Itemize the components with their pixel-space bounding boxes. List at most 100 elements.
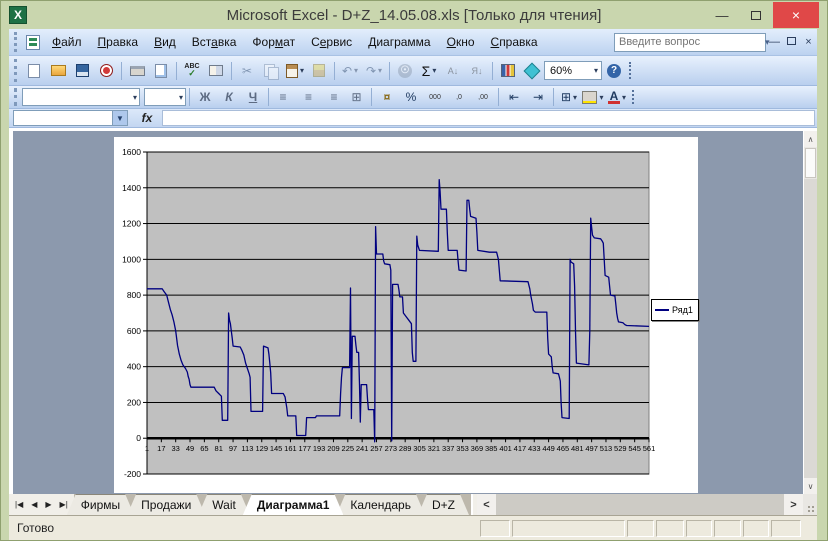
cut-button[interactable]: ✂ xyxy=(241,63,253,78)
borders-button[interactable]: ⊞ ▾ xyxy=(560,90,578,104)
workbook-close-button[interactable]: × xyxy=(805,36,812,48)
menu-item-5[interactable]: Формат xyxy=(252,35,296,49)
scroll-left-icon[interactable]: < xyxy=(476,494,496,515)
help-button[interactable]: ? xyxy=(603,60,625,81)
sheet-tab-Календарь[interactable]: Календарь xyxy=(336,494,425,515)
question-input[interactable] xyxy=(615,36,765,48)
menu-item-6[interactable]: Сервис xyxy=(311,35,353,49)
resize-grip[interactable] xyxy=(803,494,817,515)
name-box[interactable] xyxy=(13,110,113,126)
toolbar-options-handle[interactable] xyxy=(629,61,634,80)
underline-button[interactable]: Ч xyxy=(248,90,258,104)
menu-item-2[interactable]: Правка xyxy=(97,35,139,49)
currency-button[interactable]: ¤ xyxy=(376,87,398,108)
series-line-Ряд1[interactable] xyxy=(147,179,650,443)
print-button[interactable] xyxy=(126,60,148,81)
drawing-button[interactable] xyxy=(521,60,543,81)
question-box[interactable]: ▾ xyxy=(614,32,770,52)
increase-decimal-button[interactable]: ,0 xyxy=(448,87,470,108)
italic-button[interactable]: К xyxy=(225,90,233,104)
y-axis-label: 1400 xyxy=(122,183,141,193)
font-name-combo[interactable]: ▾ xyxy=(22,88,140,106)
horizontal-scroll-track[interactable] xyxy=(496,494,784,515)
menu-item-9[interactable]: Справка xyxy=(490,35,538,49)
tab-split-handle[interactable] xyxy=(470,494,477,515)
previous-sheet-button[interactable]: ◀ xyxy=(31,500,38,509)
zoom-dropdown-icon[interactable]: ▾ xyxy=(593,66,598,75)
workbook-restore-button[interactable] xyxy=(783,36,800,48)
align-right-icon: ≡ xyxy=(330,90,337,104)
permission-button[interactable] xyxy=(95,60,117,81)
research-button[interactable] xyxy=(205,60,227,81)
sheet-tab-Wait[interactable]: Wait xyxy=(198,494,250,515)
scroll-right-icon[interactable]: > xyxy=(784,494,803,515)
formatting-options-handle[interactable] xyxy=(632,90,637,104)
autosum-button[interactable]: Σ ▾ xyxy=(421,62,437,79)
increase-indent-button[interactable]: ⇥ xyxy=(527,87,549,108)
menu-item-1[interactable]: Файл xyxy=(52,35,82,49)
hyperlink-button[interactable]: ☉ xyxy=(394,60,416,81)
formatting-toolbar-grip[interactable] xyxy=(14,88,19,106)
align-center-button[interactable]: ≡ xyxy=(297,87,319,108)
new-button[interactable] xyxy=(23,60,45,81)
percent-button[interactable]: % xyxy=(400,87,422,108)
open-button[interactable] xyxy=(47,60,69,81)
align-left-button[interactable]: ≡ xyxy=(273,87,295,108)
insert-function-button[interactable]: fx xyxy=(141,111,153,125)
vertical-scroll-track[interactable] xyxy=(804,179,817,478)
name-box-dropdown-icon[interactable]: ▼ xyxy=(113,110,128,126)
chart-area[interactable]: -200 0 200 400 600 800 1000 1200 1400 1600 1 17 33 49… xyxy=(114,137,699,493)
paste-button[interactable]: ▾ xyxy=(284,60,306,81)
vertical-scrollbar[interactable]: ∧ ∨ xyxy=(803,131,817,494)
sort-ascending-button[interactable]: А↓ xyxy=(442,60,464,81)
spelling-button[interactable]: ABC ✓ xyxy=(181,60,203,81)
scroll-up-icon[interactable]: ∧ xyxy=(804,131,817,147)
bold-button[interactable]: Ж xyxy=(199,90,211,104)
workbook-minimize-button[interactable]: — xyxy=(769,36,780,48)
redo-button[interactable]: ↷ ▾ xyxy=(365,63,383,78)
decrease-decimal-button[interactable]: ,00 xyxy=(472,87,494,108)
last-sheet-button[interactable]: ▶| xyxy=(59,500,68,509)
window-maximize-button[interactable] xyxy=(739,2,773,28)
sheet-tab-Фирмы[interactable]: Фирмы xyxy=(67,494,134,515)
comma-style-button[interactable]: 000 xyxy=(424,87,446,108)
first-sheet-button[interactable]: |◀ xyxy=(15,500,24,509)
formula-input[interactable] xyxy=(162,110,815,126)
menu-item-8[interactable]: Окно xyxy=(446,35,475,49)
x-axis-label: 513 xyxy=(600,444,613,453)
window-minimize-button[interactable]: — xyxy=(715,7,729,23)
save-button[interactable] xyxy=(71,60,93,81)
paste-dropdown-icon[interactable]: ▾ xyxy=(299,66,304,75)
fill-color-button[interactable]: ▾ xyxy=(582,87,604,108)
standard-toolbar-grip[interactable] xyxy=(14,58,19,83)
format-painter-button[interactable] xyxy=(308,60,330,81)
fill-color-icon xyxy=(582,90,598,104)
sheet-tab-Продажи[interactable]: Продажи xyxy=(127,494,205,515)
decrease-indent-button[interactable]: ⇤ xyxy=(503,87,525,108)
vertical-scroll-thumb[interactable] xyxy=(805,148,816,178)
scroll-down-icon[interactable]: ∨ xyxy=(804,478,817,494)
zoom-combo[interactable]: 60% ▾ xyxy=(544,61,602,80)
sheet-tab-Диаграмма1[interactable]: Диаграмма1 xyxy=(243,494,344,515)
menu-item-4[interactable]: Вставка xyxy=(191,35,237,49)
font-size-combo[interactable]: ▾ xyxy=(144,88,186,106)
menubar-grip-handle[interactable] xyxy=(14,31,19,53)
align-right-button[interactable]: ≡ xyxy=(321,87,343,108)
undo-button[interactable]: ↶ ▾ xyxy=(341,63,359,78)
font-color-button[interactable]: А ▾ xyxy=(607,88,626,104)
print-preview-button[interactable] xyxy=(150,60,172,81)
window-close-button[interactable]: × xyxy=(773,2,819,28)
question-dropdown-icon[interactable]: ▾ xyxy=(765,36,770,47)
next-sheet-button[interactable]: ▶ xyxy=(45,500,52,509)
copy-button[interactable] xyxy=(260,60,282,81)
chart-legend[interactable]: Ряд1 xyxy=(651,299,699,321)
menu-item-7[interactable]: Диаграмма xyxy=(368,35,431,49)
horizontal-scrollbar[interactable]: < > xyxy=(476,494,803,515)
menu-item-3[interactable]: Вид xyxy=(154,35,176,49)
sheet-tab-D+Z[interactable]: D+Z xyxy=(418,494,469,515)
comma-style-icon: 000 xyxy=(429,93,441,101)
sheet-canvas: -200 0 200 400 600 800 1000 1200 1400 1600 1 17 33 49… xyxy=(13,131,801,494)
merge-center-button[interactable]: ⊞ xyxy=(345,87,367,108)
chart-wizard-button[interactable] xyxy=(497,60,519,81)
sort-descending-button[interactable]: Я↓ xyxy=(466,60,488,81)
